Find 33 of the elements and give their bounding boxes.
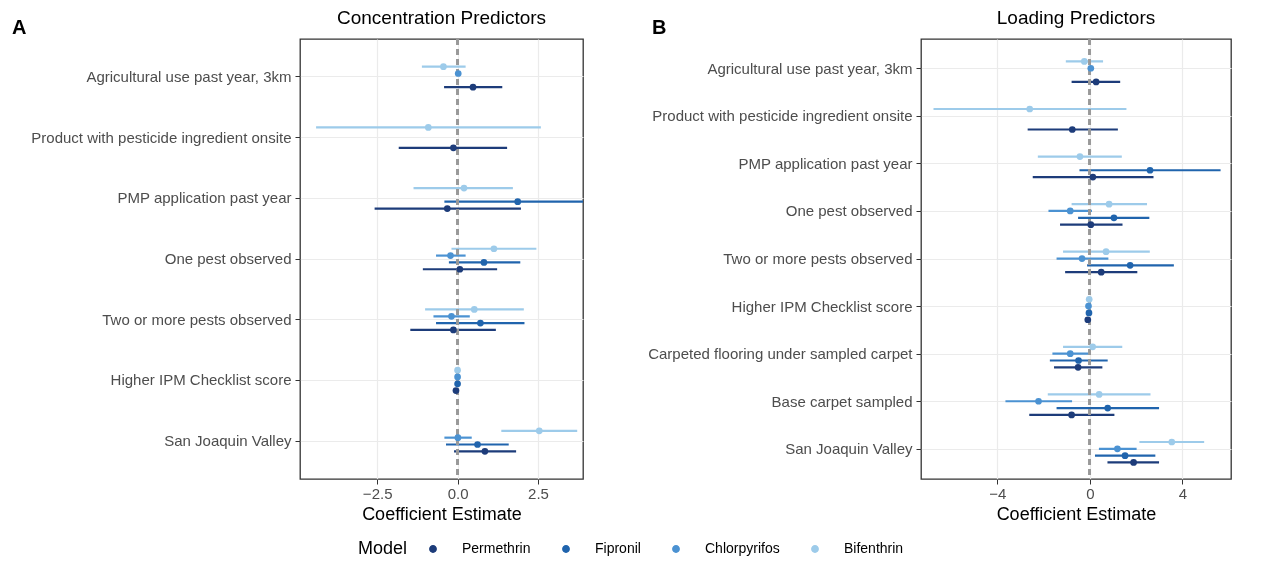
- legend-label: Fipronil: [595, 540, 641, 556]
- y-tick-label: Higher IPM Checklist score: [731, 297, 913, 315]
- y-tick-label: Product with pesticide ingredient onsite: [652, 107, 913, 125]
- x-tick-label: 0.0: [447, 484, 469, 502]
- legend-label: Chlorpyrifos: [705, 540, 780, 556]
- y-tick-label: Higher IPM Checklist score: [110, 371, 292, 389]
- x-axis-title: Coefficient Estimate: [362, 503, 522, 524]
- legend-label: Bifenthrin: [844, 540, 904, 556]
- legend-label: Permethrin: [462, 540, 531, 556]
- x-tick-label: 2.5: [528, 484, 549, 502]
- y-tick-label: One pest observed: [785, 202, 913, 220]
- x-tick-label: 4: [1178, 484, 1188, 502]
- y-tick-label: Product with pesticide ingredient onsite: [31, 128, 292, 146]
- chart-title: Concentration Predictors: [336, 7, 547, 28]
- y-tick-label: Base carpet sampled: [771, 392, 913, 410]
- x-tick-label: −4: [989, 484, 1007, 502]
- x-axis-title: Coefficient Estimate: [996, 503, 1157, 524]
- y-tick-label: Two or more pests observed: [723, 250, 913, 267]
- y-tick-label: Two or more pests observed: [102, 310, 292, 328]
- legend-title: Model: [358, 538, 408, 558]
- x-tick-label: −2.5: [362, 484, 393, 502]
- y-tick-label: One pest observed: [164, 250, 292, 267]
- text: A: [12, 16, 27, 39]
- y-tick-label: San Joaquin Valley: [785, 440, 913, 458]
- chart-title: Loading Predictors: [996, 7, 1156, 28]
- y-tick-label: PMP application past year: [738, 154, 913, 172]
- x-tick-label: 0: [1086, 484, 1095, 502]
- y-tick-label: PMP application past year: [117, 189, 292, 207]
- y-tick-label: Agricultural use past year, 3km: [707, 59, 913, 77]
- y-tick-label: Carpeted flooring under sampled carpet: [648, 345, 914, 363]
- y-tick-label: San Joaquin Valley: [164, 432, 292, 450]
- text: B: [652, 16, 667, 39]
- y-tick-label: Agricultural use past year, 3km: [86, 67, 292, 85]
